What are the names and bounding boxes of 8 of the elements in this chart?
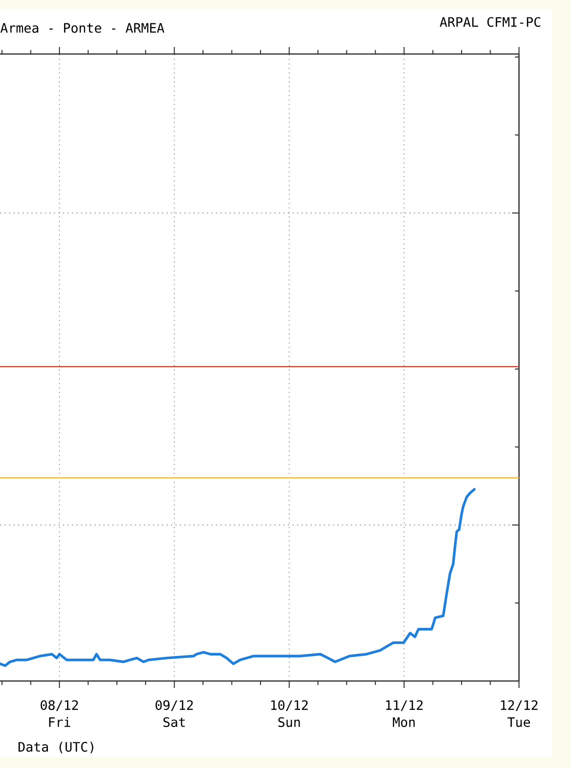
x-tick-label: 10/12 Sun xyxy=(271,700,308,728)
x-tick-label: 08/12 Fri xyxy=(40,700,78,727)
text: ARPAL CFMI-PC xyxy=(440,17,540,27)
x-axis-title: Data (UTC) xyxy=(18,742,94,754)
x-tick-label: 11/12 Mon xyxy=(386,700,423,728)
x-tick-label: 09/12 Sat xyxy=(156,700,193,728)
chart-title: Armea - Ponte - ARMEA xyxy=(0,23,164,33)
x-tick-label: 12/12 Tue xyxy=(501,700,538,728)
